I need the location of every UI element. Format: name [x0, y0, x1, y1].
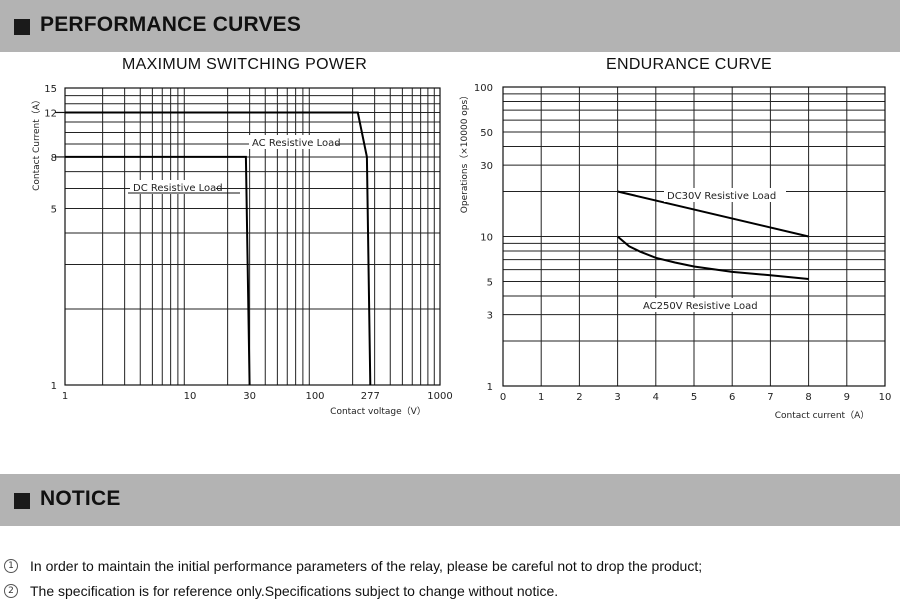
y-tick-label: 1 [51, 381, 57, 392]
series-label-background [249, 135, 335, 149]
chart2-title: ENDURANCE CURVE [606, 56, 773, 73]
x-tick-label: 4 [653, 392, 659, 403]
y-axis-label: Contact Current（A） [31, 95, 42, 191]
x-tick-label: 8 [805, 392, 811, 403]
y-tick-label: 50 [480, 128, 493, 139]
notice-number-badge: 2 [4, 584, 18, 598]
y-tick-label: 5 [487, 278, 493, 289]
x-tick-label: 2 [576, 392, 582, 403]
y-tick-label: 12 [44, 108, 57, 119]
series-line [616, 235, 809, 280]
x-tick-label: 1 [538, 392, 544, 403]
y-tick-label: 3 [487, 311, 493, 322]
performance-curves-banner: PERFORMANCE CURVES [0, 0, 900, 52]
chart1-title: MAXIMUM SWITCHING POWER [122, 56, 368, 73]
y-tick-label: 5 [51, 204, 57, 215]
x-tick-label: 6 [729, 392, 735, 403]
x-tick-label: 277 [361, 391, 380, 402]
series-label-background [640, 298, 768, 312]
x-axis-label: Contact current（A） [775, 410, 870, 421]
x-tick-label: 5 [691, 392, 697, 403]
x-tick-label: 3 [614, 392, 620, 403]
y-tick-label: 100 [474, 83, 493, 94]
y-tick-label: 10 [480, 233, 493, 244]
notice-number-badge: 1 [4, 559, 18, 573]
notice-item: 2 The specification is for reference onl… [0, 583, 900, 603]
y-axis-label: Operations（×10000 ops） [459, 91, 470, 213]
series-label-background [664, 188, 786, 202]
x-tick-label: 7 [767, 392, 773, 403]
square-bullet-icon [14, 19, 30, 35]
notice-text: In order to maintain the initial perform… [30, 558, 703, 574]
plot-frame [64, 87, 441, 386]
y-tick-label: 15 [44, 84, 57, 95]
series-line [617, 190, 809, 238]
notice-text: The specification is for reference only.… [30, 583, 559, 599]
square-bullet-icon [14, 493, 30, 509]
x-tick-label: 100 [305, 391, 324, 402]
x-axis-label: Contact voltage（V） [330, 406, 426, 417]
y-tick-label: 8 [51, 153, 57, 164]
x-tick-label: 1 [62, 391, 68, 402]
x-tick-label: 0 [500, 392, 506, 403]
x-tick-label: 10 [879, 392, 892, 403]
x-tick-label: 30 [243, 391, 256, 402]
series-line [65, 155, 251, 386]
series-label: DC Resistive Load [133, 183, 223, 194]
notice-title: NOTICE [40, 487, 121, 510]
y-tick-label: 30 [480, 161, 493, 172]
series-line [65, 111, 372, 386]
x-tick-label: 9 [844, 392, 850, 403]
series-label: AC Resistive Load [252, 138, 341, 149]
plot-frame [502, 86, 886, 387]
notice-item: 1 In order to maintain the initial perfo… [0, 558, 900, 578]
series-label-background [130, 180, 216, 194]
x-tick-label: 1000 [427, 391, 452, 402]
series-label: DC30V Resistive Load [667, 191, 776, 202]
series-label: AC250V Resistive Load [643, 301, 758, 312]
x-tick-label: 10 [184, 391, 197, 402]
section-title: PERFORMANCE CURVES [40, 13, 302, 36]
y-tick-label: 1 [487, 382, 493, 393]
notice-banner: NOTICE [0, 474, 900, 526]
